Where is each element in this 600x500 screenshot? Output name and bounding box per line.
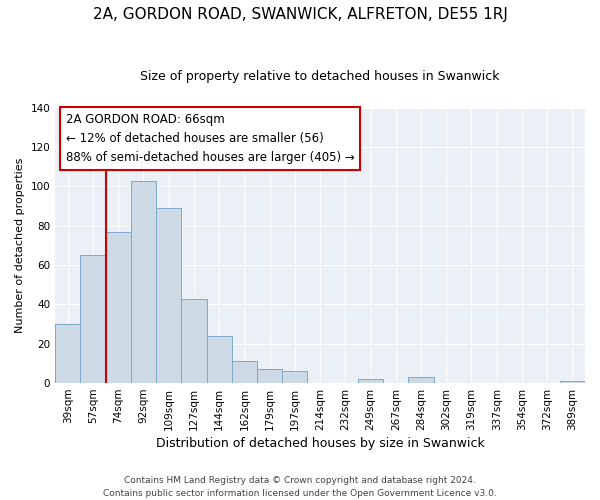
Bar: [156, 208, 181, 383]
X-axis label: Distribution of detached houses by size in Swanwick: Distribution of detached houses by size …: [156, 437, 484, 450]
Bar: [131, 180, 156, 383]
Text: Contains HM Land Registry data © Crown copyright and database right 2024.
Contai: Contains HM Land Registry data © Crown c…: [103, 476, 497, 498]
Bar: [282, 372, 307, 383]
Title: Size of property relative to detached houses in Swanwick: Size of property relative to detached ho…: [140, 70, 500, 83]
Text: 2A GORDON ROAD: 66sqm
← 12% of detached houses are smaller (56)
88% of semi-deta: 2A GORDON ROAD: 66sqm ← 12% of detached …: [66, 114, 355, 164]
Bar: [55, 324, 80, 383]
Bar: [560, 381, 585, 383]
Bar: [181, 298, 206, 383]
Bar: [206, 336, 232, 383]
Bar: [232, 362, 257, 383]
Bar: [80, 256, 106, 383]
Bar: [257, 370, 282, 383]
Bar: [106, 232, 131, 383]
Text: 2A, GORDON ROAD, SWANWICK, ALFRETON, DE55 1RJ: 2A, GORDON ROAD, SWANWICK, ALFRETON, DE5…: [92, 8, 508, 22]
Bar: [409, 377, 434, 383]
Bar: [358, 379, 383, 383]
Y-axis label: Number of detached properties: Number of detached properties: [15, 158, 25, 333]
